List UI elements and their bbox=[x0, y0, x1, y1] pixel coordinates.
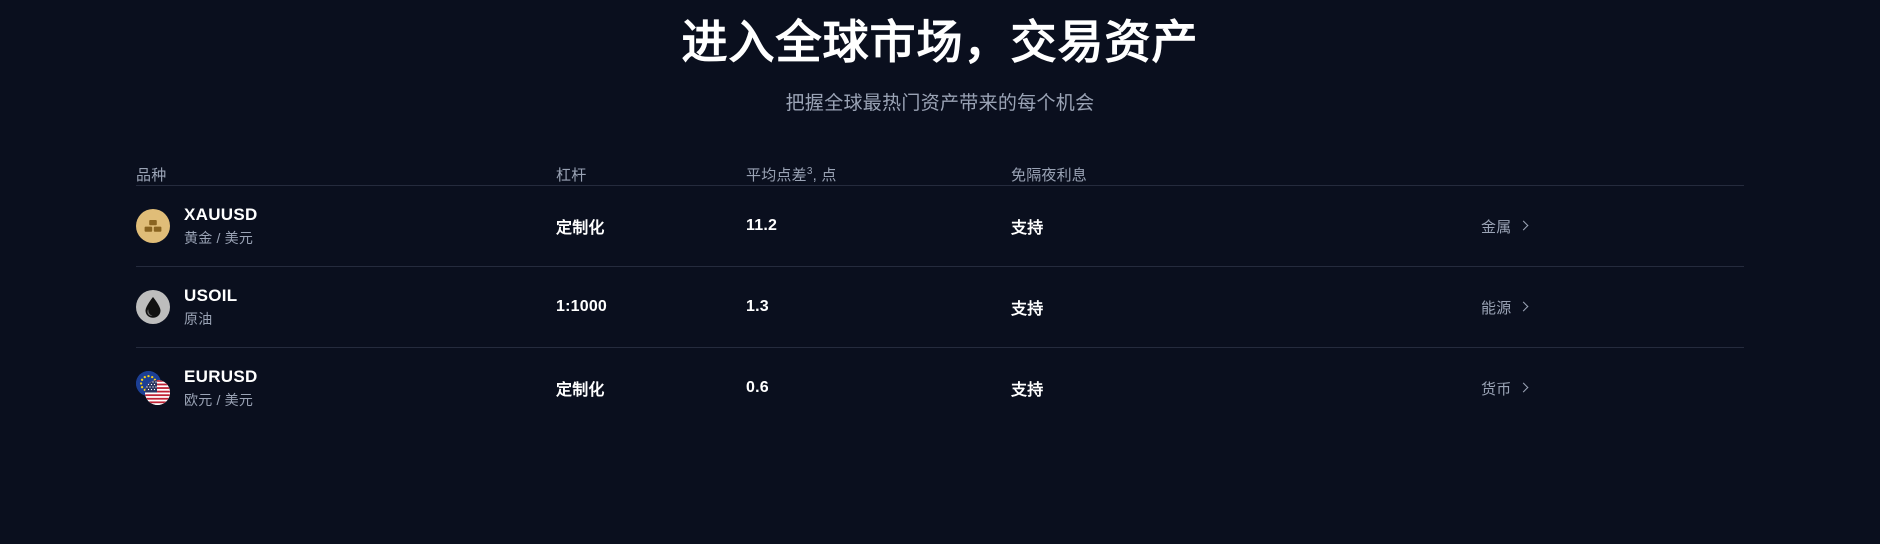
cell-leverage: 定制化 bbox=[556, 382, 605, 400]
instrument-code: USOIL bbox=[184, 285, 238, 305]
cell-symbol: USOIL 原油 bbox=[136, 267, 556, 348]
symbol-text: USOIL 原油 bbox=[184, 286, 237, 329]
column-header-spread: 平均点差3, 点 bbox=[746, 164, 1011, 186]
hero-section: 进入全球市场，交易资产 把握全球最热门资产带来的每个机会 bbox=[0, 0, 1880, 117]
category-link[interactable]: 金属 bbox=[1481, 216, 1529, 237]
cell-category: 金属 bbox=[1481, 186, 1744, 267]
table-row[interactable]: USOIL 原油 1:1000 1.3 支持 能源 bbox=[136, 266, 1744, 348]
instrument-icon bbox=[136, 290, 170, 325]
cell-spread: 1.3 bbox=[746, 298, 769, 316]
column-header-category bbox=[1481, 164, 1744, 186]
cell-spread: 11.2 bbox=[746, 217, 778, 235]
instruments-table: 品种 杠杆 平均点差3, 点 免隔夜利息 XAUUSD 黄金 / 美元 定制化 11.… bbox=[136, 164, 1744, 428]
page-title: 进入全球市场，交易资产 bbox=[681, 16, 1199, 68]
table-header-row: 品种 杠杆 平均点差3, 点 免隔夜利息 bbox=[136, 164, 1744, 186]
category-link[interactable]: 货币 bbox=[1481, 378, 1529, 399]
cell-symbol: XAUUSD 黄金 / 美元 bbox=[136, 186, 556, 267]
instrument-code: XAUUSD bbox=[184, 204, 258, 224]
category-label: 货币 bbox=[1481, 380, 1512, 398]
instrument-icon bbox=[136, 371, 170, 406]
cell-swap-free: 支持 bbox=[1011, 382, 1044, 400]
column-header-spread-footnote: 3 bbox=[806, 166, 813, 178]
chevron-right-icon bbox=[1518, 382, 1529, 393]
chevron-right-icon bbox=[1518, 220, 1529, 231]
table-row[interactable]: EURUSD 欧元 / 美元 定制化 0.6 支持 货币 bbox=[136, 347, 1744, 429]
table-body: XAUUSD 黄金 / 美元 定制化 11.2 支持 金属 USOIL 原油 1:1000 1.3… bbox=[136, 185, 1744, 429]
cell-category: 能源 bbox=[1481, 267, 1744, 348]
cell-leverage: 1:1000 bbox=[556, 298, 608, 316]
column-header-spread-unit: , 点 bbox=[812, 167, 837, 185]
instrument-icon bbox=[136, 209, 170, 244]
column-header-symbol: 品种 bbox=[136, 167, 167, 185]
symbol-text: XAUUSD 黄金 / 美元 bbox=[184, 205, 258, 248]
column-header-leverage: 杠杆 bbox=[556, 167, 587, 185]
us-flag-icon bbox=[145, 380, 170, 406]
category-label: 能源 bbox=[1481, 299, 1512, 317]
page-subtitle: 把握全球最热门资产带来的每个机会 bbox=[785, 92, 1095, 114]
cell-spread: 0.6 bbox=[746, 379, 769, 397]
chevron-right-icon bbox=[1518, 301, 1529, 312]
symbol-cell[interactable]: XAUUSD 黄金 / 美元 bbox=[136, 186, 556, 266]
column-header-swap-free: 免隔夜利息 bbox=[1011, 167, 1088, 185]
category-label: 金属 bbox=[1481, 218, 1512, 236]
table-head: 品种 杠杆 平均点差3, 点 免隔夜利息 bbox=[136, 164, 1744, 186]
instrument-name: 原油 bbox=[184, 310, 213, 327]
column-header-spread-text: 平均点差 bbox=[746, 167, 807, 185]
table-row[interactable]: XAUUSD 黄金 / 美元 定制化 11.2 支持 金属 bbox=[136, 185, 1744, 267]
cell-symbol: EURUSD 欧元 / 美元 bbox=[136, 348, 556, 429]
instrument-code: EURUSD bbox=[184, 366, 258, 386]
symbol-cell[interactable]: EURUSD 欧元 / 美元 bbox=[136, 348, 556, 428]
gold-bars-icon bbox=[136, 209, 170, 244]
cell-swap-free: 支持 bbox=[1011, 220, 1044, 238]
symbol-text: EURUSD 欧元 / 美元 bbox=[184, 367, 258, 410]
instrument-name: 黄金 / 美元 bbox=[184, 229, 254, 246]
oil-drop-icon bbox=[136, 290, 170, 325]
cell-leverage: 定制化 bbox=[556, 220, 605, 238]
category-link[interactable]: 能源 bbox=[1481, 297, 1529, 318]
cell-swap-free: 支持 bbox=[1011, 301, 1044, 319]
cell-category: 货币 bbox=[1481, 348, 1744, 429]
instrument-name: 欧元 / 美元 bbox=[184, 391, 254, 408]
symbol-cell[interactable]: USOIL 原油 bbox=[136, 267, 556, 347]
instruments-table-wrap: 品种 杠杆 平均点差3, 点 免隔夜利息 XAUUSD 黄金 / 美元 定制化 11.… bbox=[0, 164, 1880, 428]
